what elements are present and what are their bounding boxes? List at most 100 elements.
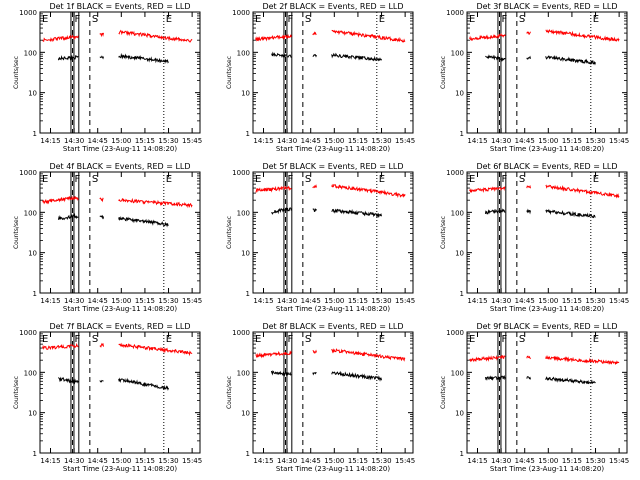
y-tick-label: 10: [28, 250, 37, 258]
marker-label: E: [469, 334, 475, 345]
marker-label: F: [502, 334, 508, 345]
x-tick-label: 15:30: [158, 297, 178, 305]
chart-title: Det 6f BLACK = Events, RED = LLD: [476, 162, 617, 171]
marker-label: S: [519, 334, 525, 345]
chart-panel-6: Det 6f BLACK = Events, RED = LLD 1 10 100 10…: [440, 162, 629, 313]
y-tick-label: 1: [246, 130, 250, 138]
x-tick-label: 14:45: [515, 457, 535, 465]
chart-panel-3: Det 3f BLACK = Events, RED = LLD 1 10 100 10…: [440, 2, 629, 153]
x-tick-label: 14:30: [277, 137, 297, 145]
series-events-line: [271, 207, 382, 219]
x-tick-label: 14:30: [277, 297, 297, 305]
chart-title: Det 7f BLACK = Events, RED = LLD: [49, 322, 190, 331]
x-tick-label: 15:15: [135, 137, 155, 145]
x-tick-label: 15:45: [609, 457, 629, 465]
marker-label: E: [255, 14, 261, 25]
x-tick-label: 14:15: [467, 457, 487, 465]
y-axis-label: Counts/sec: [440, 376, 447, 409]
y-tick-label: 1: [246, 290, 250, 298]
series-lld-line: [42, 29, 193, 43]
marker-label: F: [502, 14, 508, 25]
y-tick-label: 1000: [19, 329, 37, 337]
plot-frame: [252, 331, 414, 454]
y-tick-label: 1000: [232, 329, 250, 337]
marker-label: E: [42, 14, 48, 25]
y-tick-label: 10: [455, 250, 464, 258]
y-tick-label: 1000: [446, 9, 464, 17]
marker-label: F: [288, 14, 294, 25]
x-tick-label: 15:15: [562, 137, 582, 145]
marker-label: E: [255, 334, 261, 345]
x-axis-label: Start Time (23-Aug-11 14:08:20): [490, 465, 604, 473]
x-axis-label: Start Time (23-Aug-11 14:08:20): [276, 465, 390, 473]
y-tick-label: 100: [24, 209, 37, 217]
chart-title: Det 8f BLACK = Events, RED = LLD: [262, 322, 403, 331]
chart-title: Det 9f BLACK = Events, RED = LLD: [476, 322, 617, 331]
y-axis-label: Counts/sec: [226, 376, 233, 409]
marker-label: S: [305, 334, 311, 345]
x-axis-label: Start Time (23-Aug-11 14:08:20): [63, 145, 177, 153]
marker-label: F: [75, 14, 81, 25]
plot-frame: [39, 171, 201, 294]
chart-panel-4: Det 4f BLACK = Events, RED = LLD 1 10 100 10…: [13, 162, 202, 313]
y-tick-label: 1000: [446, 329, 464, 337]
series-events-line: [58, 376, 169, 391]
y-tick-label: 100: [24, 49, 37, 57]
y-tick-label: 10: [28, 90, 37, 98]
x-tick-label: 14:45: [88, 297, 108, 305]
x-tick-label: 15:00: [538, 137, 558, 145]
y-axis-label: Counts/sec: [226, 216, 233, 249]
x-tick-label: 14:30: [64, 297, 84, 305]
marker-label: E: [593, 174, 599, 185]
x-tick-label: 15:30: [585, 137, 605, 145]
marker-label: F: [75, 334, 81, 345]
chart-panel-8: Det 8f BLACK = Events, RED = LLD 1 10 100 10…: [226, 322, 415, 473]
marker-label: E: [166, 334, 172, 345]
x-tick-label: 15:45: [609, 137, 629, 145]
x-tick-label: 15:30: [585, 457, 605, 465]
x-tick-label: 15:00: [324, 297, 344, 305]
x-tick-label: 14:15: [40, 457, 60, 465]
x-tick-label: 14:45: [88, 457, 108, 465]
x-tick-label: 14:15: [253, 137, 273, 145]
marker-label: E: [593, 334, 599, 345]
chart-title: Det 4f BLACK = Events, RED = LLD: [49, 162, 190, 171]
series-events-line: [484, 375, 596, 385]
series-events-line: [485, 54, 596, 66]
marker-label: F: [75, 174, 81, 185]
x-tick-label: 15:15: [348, 137, 368, 145]
x-tick-label: 15:00: [324, 457, 344, 465]
y-tick-label: 1000: [19, 169, 37, 177]
x-tick-label: 14:15: [40, 297, 60, 305]
x-tick-label: 15:45: [182, 457, 202, 465]
marker-label: E: [255, 174, 261, 185]
series-lld-line: [469, 184, 620, 199]
x-tick-label: 14:30: [64, 457, 84, 465]
x-tick-label: 14:30: [491, 457, 511, 465]
x-tick-label: 15:30: [371, 297, 391, 305]
y-tick-label: 1: [460, 130, 464, 138]
y-axis-label: Counts/sec: [440, 56, 447, 89]
plot-frame: [466, 11, 628, 134]
x-tick-label: 15:15: [348, 297, 368, 305]
y-tick-label: 1000: [446, 169, 464, 177]
series-events-line: [57, 52, 169, 64]
y-tick-label: 10: [241, 410, 250, 418]
series-events-line: [271, 51, 382, 62]
marker-label: E: [166, 174, 172, 185]
marker-label: E: [166, 14, 172, 25]
marker-label: F: [502, 174, 508, 185]
y-tick-label: 100: [24, 369, 37, 377]
marker-label: S: [305, 174, 311, 185]
marker-label: S: [92, 14, 98, 25]
marker-label: E: [469, 174, 475, 185]
y-tick-label: 10: [241, 250, 250, 258]
chart-panel-9: Det 9f BLACK = Events, RED = LLD 1 10 100 10…: [440, 322, 629, 473]
x-tick-label: 14:15: [253, 297, 273, 305]
marker-label: E: [42, 334, 48, 345]
x-axis-label: Start Time (23-Aug-11 14:08:20): [276, 305, 390, 313]
x-tick-label: 15:00: [111, 457, 131, 465]
marker-label: E: [379, 174, 385, 185]
y-tick-label: 1000: [232, 169, 250, 177]
y-axis-label: Counts/sec: [13, 376, 20, 409]
